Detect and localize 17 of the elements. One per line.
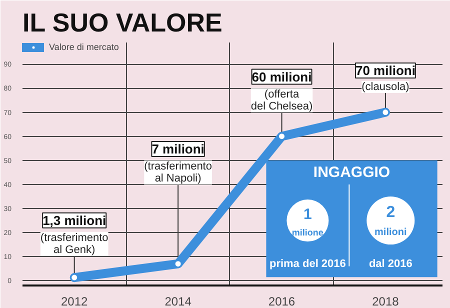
x-tick-label: 2016 <box>268 294 296 308</box>
annotation: INGAGGIO <box>313 164 390 181</box>
chart-title: IL SUO VALORE <box>22 8 222 38</box>
annotation: 1 <box>304 206 312 223</box>
x-tick-label: 2012 <box>61 294 88 308</box>
annotation: 1,3 milioni (trasferimento al Genk) <box>40 212 108 256</box>
annotation: 60 milioni (offerta del Chelsea) <box>250 69 313 112</box>
x-tick-label: 2018 <box>372 294 400 308</box>
annotation: milioni <box>374 227 407 238</box>
annotation: 7 milioni (trasferimento al Napoli) <box>144 141 212 184</box>
annotation: prima del 2016 <box>269 258 346 270</box>
annotation: 2 <box>386 204 396 221</box>
legend-label: Valore di mercato <box>49 42 119 52</box>
annotation: milione <box>292 228 324 238</box>
x-tick-label: 2014 <box>164 294 192 308</box>
annotation: dal 2016 <box>368 258 412 270</box>
annotation: 70 milioni (clausola) <box>355 63 416 94</box>
